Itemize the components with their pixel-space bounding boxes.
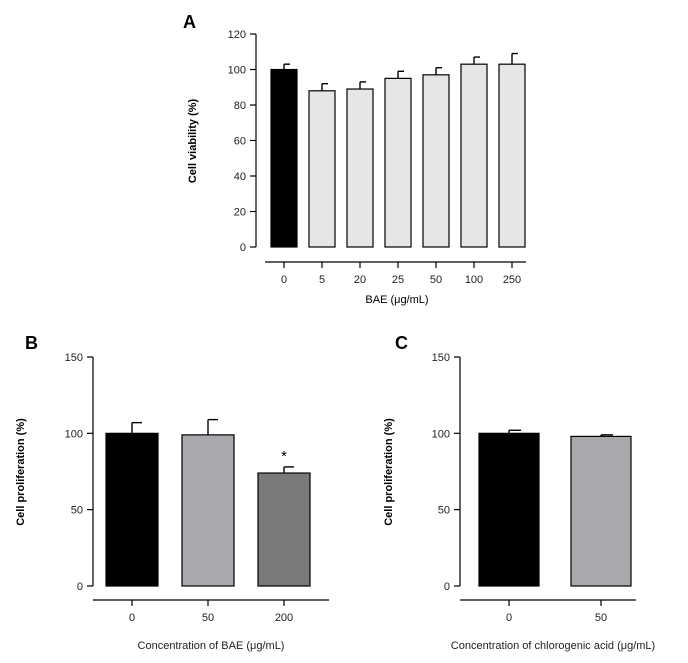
- panel-c-y-tick-label: 50: [438, 505, 450, 517]
- panel-c-y-axis-label: Cell proliferation (%): [383, 418, 395, 526]
- panel-a-bar: [308, 90, 336, 248]
- panel-a-x-axis-label: BAE (μg/mL): [365, 294, 428, 306]
- panel-a-x-tick-label: 0: [281, 274, 287, 286]
- panel-a-y-tick-label: 60: [234, 136, 246, 148]
- panel-b-significance-marker: *: [281, 448, 287, 465]
- panel-a-y-tick-label: 100: [228, 65, 246, 77]
- panel-a-x-tick-label: 25: [392, 274, 404, 286]
- panel-b-x-tick-label: 50: [202, 612, 214, 624]
- panel-letter-c: C: [395, 333, 408, 353]
- panel-a-y-tick-label: 40: [234, 171, 246, 183]
- panel-c-y-tick-label: 0: [444, 581, 450, 593]
- panel-a: A Cell viability (%) BAE (μg/mL) 0 20 40 60…: [183, 12, 526, 306]
- panel-a-bar: [460, 63, 488, 248]
- panel-b-x-axis-label: Concentration of BAE (μg/mL): [138, 640, 285, 652]
- panel-c-y-tick-label: 150: [432, 352, 450, 364]
- panel-a-y-axis-label: Cell viability (%): [187, 98, 199, 183]
- panel-b-bar: [181, 434, 235, 587]
- panel-letter-a: A: [183, 12, 196, 32]
- panel-c-x-tick-label: 0: [506, 612, 512, 624]
- panel-c-bar: [478, 432, 540, 587]
- panel-a-y-tick-label: 0: [240, 242, 246, 254]
- panel-a-x-tick-label: 100: [465, 274, 483, 286]
- panel-c-x-tick-label: 50: [595, 612, 607, 624]
- panel-c-bar: [570, 435, 632, 587]
- panel-c-x-axis-label: Concentration of chlorogenic acid (μg/mL…: [451, 640, 655, 652]
- panel-a-x-tick-label: 50: [430, 274, 442, 286]
- panel-b-y-tick-label: 50: [71, 505, 83, 517]
- panel-c: C Cell proliferation (%) Concentration o…: [383, 333, 655, 652]
- panel-b-y-axis-label: Cell proliferation (%): [15, 418, 27, 526]
- panel-b-y-tick-label: 100: [65, 428, 83, 440]
- panel-a-x-tick-label: 20: [354, 274, 366, 286]
- panel-a-y-tick-label: 20: [234, 207, 246, 219]
- panel-b-x-tick-label: 200: [275, 612, 293, 624]
- panel-b-bar: [105, 432, 159, 587]
- panel-a-bar: [270, 68, 298, 248]
- panel-b-y-tick-label: 150: [65, 352, 83, 364]
- panel-b: B Cell proliferation (%) Concentration o…: [15, 333, 329, 652]
- panel-a-bar: [422, 74, 450, 248]
- panel-b-bar: [257, 472, 311, 587]
- panel-a-y-tick-label: 120: [228, 29, 246, 41]
- panel-b-x-tick-label: 0: [129, 612, 135, 624]
- panel-a-bar: [384, 77, 412, 248]
- panel-b-y-tick-label: 0: [77, 581, 83, 593]
- panel-a-x-tick-label: 250: [503, 274, 521, 286]
- panel-c-y-tick-label: 100: [432, 428, 450, 440]
- panel-a-x-tick-label: 5: [319, 274, 325, 286]
- panel-a-bar: [498, 63, 526, 248]
- panel-a-bar: [346, 88, 374, 248]
- panel-a-y-tick-label: 80: [234, 100, 246, 112]
- panel-letter-b: B: [25, 333, 38, 353]
